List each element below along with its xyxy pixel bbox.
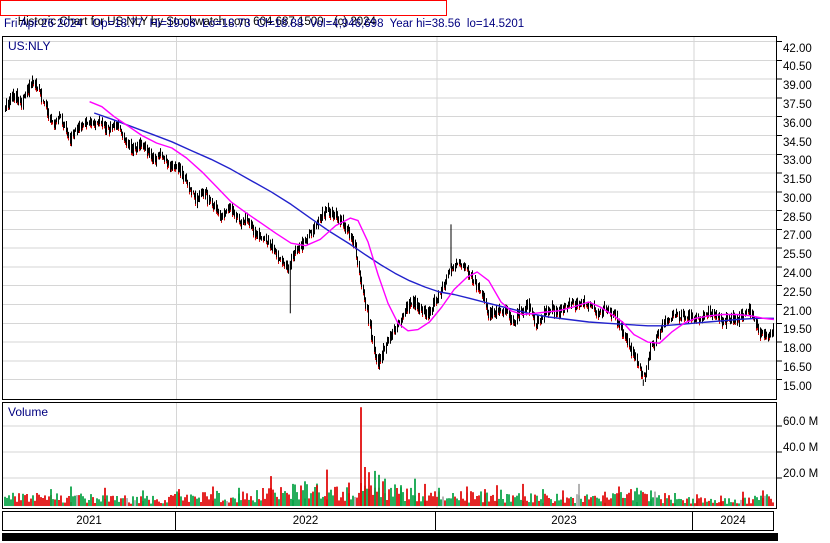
price-tick-label: 37.50: [783, 98, 812, 111]
price-tick-label: 28.50: [783, 211, 812, 224]
symbol-label: US:NLY: [8, 39, 51, 53]
price-chart-canvas: [3, 37, 776, 399]
price-tick-label: 39.00: [783, 80, 812, 93]
price-tick-label: 42.00: [783, 42, 812, 55]
volume-tick-label: 20.0 M: [783, 468, 819, 480]
price-tick-label: 22.50: [783, 286, 812, 299]
chart-title-bar: Historic Chart for US:NLY by Stockwatch.…: [0, 0, 447, 28]
chart-title: Historic Chart for US:NLY by Stockwatch.…: [17, 16, 376, 28]
price-tick-label: 21.00: [783, 305, 812, 318]
year-label-2022: 2022: [175, 511, 436, 531]
price-tick-label: 25.50: [783, 249, 812, 262]
year-label-2024: 2024: [692, 511, 774, 531]
year-label-2021: 2021: [2, 511, 176, 531]
price-tick-label: 24.00: [783, 268, 812, 280]
axis-tick-marks: [777, 41, 782, 479]
price-tick-label: 16.50: [783, 361, 812, 374]
year-label-2023: 2023: [435, 511, 693, 531]
price-tick-label: 40.50: [783, 61, 812, 74]
price-panel: US:NLY: [2, 36, 777, 400]
price-tick-label: 31.50: [783, 174, 812, 187]
price-tick-label: 34.50: [783, 136, 812, 149]
volume-panel: Volume: [2, 402, 777, 509]
volume-tick-label: 40.0 M: [783, 442, 819, 454]
price-tick-label: 19.50: [783, 324, 812, 337]
bottom-bar: [2, 533, 778, 541]
price-tick-label: 18.00: [783, 343, 812, 356]
price-tick-label: 36.00: [783, 117, 812, 130]
price-tick-label: 33.00: [783, 155, 812, 168]
volume-label: Volume: [8, 405, 49, 419]
volume-tick-label: 60.0 M: [783, 416, 819, 428]
time-axis: 2021 2022 2023 2024: [2, 511, 777, 531]
price-tick-label: 27.00: [783, 230, 812, 243]
price-tick-label: 15.00: [783, 380, 812, 393]
volume-chart-canvas: [3, 403, 776, 508]
quote-info-line: Fri Apr 26 2024 Op=18.77 Hi=19.08 Lo=18.…: [4, 18, 525, 30]
price-tick-label: 30.00: [783, 192, 812, 205]
